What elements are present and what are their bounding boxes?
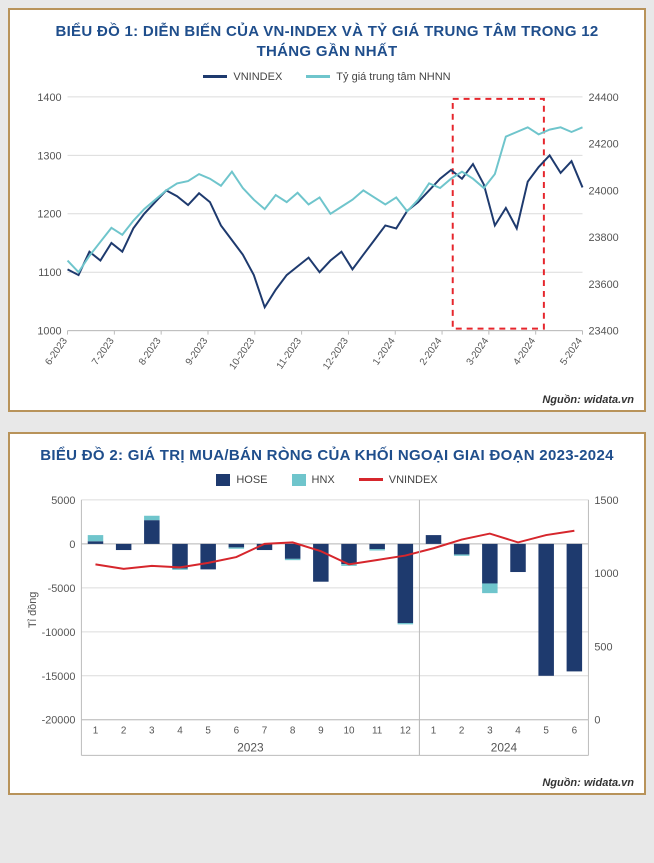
svg-text:1400: 1400 [37,91,61,103]
svg-text:1000: 1000 [594,568,618,580]
svg-text:24000: 24000 [588,185,618,197]
chart1-title: BIỂU ĐỒ 1: DIỄN BIẾN CỦA VN-INDEX VÀ TỶ … [20,22,634,63]
chart1-legend-vnindex-label: VNINDEX [233,71,282,83]
svg-text:8-2023: 8-2023 [137,335,164,367]
svg-text:1200: 1200 [37,208,61,220]
svg-text:4-2024: 4-2024 [511,335,538,367]
svg-text:9-2023: 9-2023 [184,335,211,367]
svg-text:0: 0 [69,539,75,551]
svg-text:12: 12 [400,725,411,736]
svg-text:3: 3 [487,725,493,736]
svg-text:5-2024: 5-2024 [558,335,585,367]
svg-text:23400: 23400 [588,325,618,337]
svg-text:Tỉ đồng: Tỉ đồng [27,592,39,628]
chart1-svg: 1000 1100 1200 1300 1400 23400 23600 23800 24000… [20,89,634,386]
svg-text:2-2024: 2-2024 [418,335,445,367]
svg-text:-20000: -20000 [42,715,76,727]
chart1-legend-vnindex-swatch [203,75,227,78]
svg-text:10: 10 [343,725,355,736]
svg-text:2: 2 [121,725,127,736]
svg-text:24200: 24200 [588,138,618,150]
chart2-legend-hose-swatch [216,474,230,486]
svg-text:3-2024: 3-2024 [465,335,492,367]
chart2-legend: HOSE HNX VNINDEX [20,474,634,486]
svg-text:1: 1 [93,725,99,736]
chart2-source: Nguồn: widata.vn [542,777,634,789]
svg-text:12-2023: 12-2023 [321,335,351,371]
svg-text:6: 6 [234,725,240,736]
svg-text:23600: 23600 [588,278,618,290]
svg-text:6-2023: 6-2023 [43,335,70,367]
svg-text:-5000: -5000 [48,583,76,595]
svg-text:7: 7 [262,725,268,736]
svg-text:1000: 1000 [37,325,61,337]
chart1-source: Nguồn: widata.vn [542,394,634,406]
svg-text:6: 6 [572,725,578,736]
svg-text:7-2023: 7-2023 [90,335,117,367]
chart1-legend-tygia: Tỷ giá trung tâm NHNN [306,71,450,83]
chart2-legend-vnindex-label: VNINDEX [389,474,438,486]
svg-text:5000: 5000 [51,495,75,507]
chart1-panel: BIỂU ĐỒ 1: DIỄN BIẾN CỦA VN-INDEX VÀ TỶ … [8,8,646,412]
chart2-title: BIỂU ĐỒ 2: GIÁ TRỊ MUA/BÁN RÒNG CỦA KHỐI… [20,446,634,466]
chart2-legend-hose: HOSE [216,474,267,486]
svg-text:2: 2 [459,725,465,736]
chart1-legend-tygia-swatch [306,75,330,78]
svg-text:11-2023: 11-2023 [275,335,305,371]
svg-text:1: 1 [431,725,437,736]
svg-text:5: 5 [205,725,211,736]
svg-text:0: 0 [594,715,600,727]
chart1-legend-tygia-label: Tỷ giá trung tâm NHNN [336,71,450,83]
svg-text:4: 4 [177,725,183,736]
svg-text:9: 9 [318,725,324,736]
chart2-legend-hnx-label: HNX [312,474,335,486]
svg-text:1300: 1300 [37,150,61,162]
chart2-legend-hnx: HNX [292,474,335,486]
chart1-legend: VNINDEX Tỷ giá trung tâm NHNN [20,71,634,83]
chart2-panel: BIỂU ĐỒ 2: GIÁ TRỊ MUA/BÁN RÒNG CỦA KHỐI… [8,432,646,796]
chart2-legend-vnindex-swatch [359,478,383,481]
svg-text:24400: 24400 [588,91,618,103]
svg-text:2023: 2023 [237,740,264,754]
svg-text:23800: 23800 [588,232,618,244]
svg-text:1-2024: 1-2024 [371,335,398,367]
chart2-legend-hose-label: HOSE [236,474,267,486]
chart2-svg: -20000 -15000 -10000 -5000 0 5000 0 500 1000 1500… [20,492,634,769]
svg-text:5: 5 [543,725,549,736]
svg-text:1100: 1100 [38,267,61,279]
svg-text:11: 11 [372,725,383,736]
svg-text:-10000: -10000 [42,627,76,639]
svg-text:4: 4 [515,725,521,736]
svg-text:500: 500 [594,641,612,653]
chart1-legend-vnindex: VNINDEX [203,71,282,83]
svg-text:1500: 1500 [594,495,618,507]
chart2-legend-vnindex: VNINDEX [359,474,438,486]
svg-text:3: 3 [149,725,155,736]
svg-text:2024: 2024 [491,740,518,754]
svg-text:10-2023: 10-2023 [227,335,257,371]
svg-text:-15000: -15000 [42,671,76,683]
chart2-legend-hnx-swatch [292,474,306,486]
svg-text:8: 8 [290,725,296,736]
